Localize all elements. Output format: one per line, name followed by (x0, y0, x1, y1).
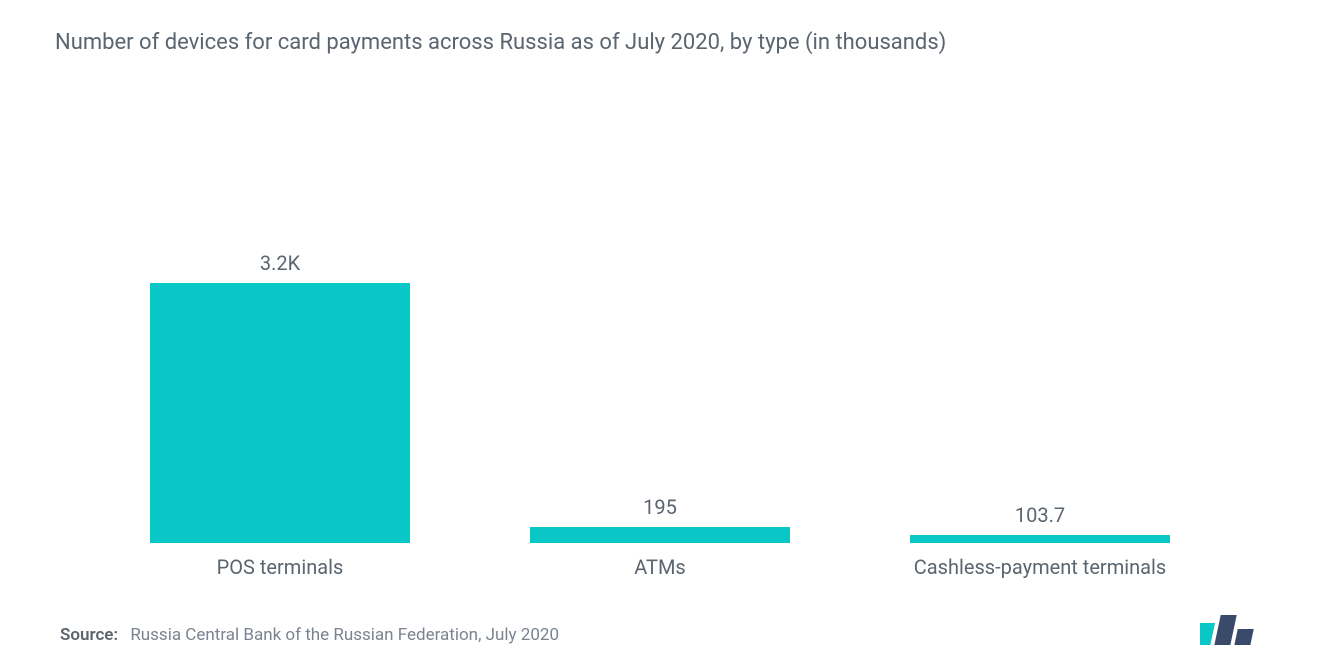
bar-value: 103.7 (1015, 503, 1065, 527)
bar (530, 527, 790, 543)
bar-label: Cashless-payment terminals (914, 555, 1166, 579)
bar (150, 283, 410, 543)
bar-group-0: 3.2K POS terminals (109, 251, 451, 579)
bar-value: 195 (643, 495, 677, 519)
bar (910, 535, 1170, 543)
chart-container: Number of devices for card payments acro… (0, 0, 1320, 665)
chart-title: Number of devices for card payments acro… (50, 30, 1270, 55)
brand-logo-icon (1200, 609, 1260, 645)
source-label: Source: (60, 625, 118, 645)
plot-area: 3.2K POS terminals 195 ATMs 103.7 Cashle… (50, 65, 1270, 589)
bar-group-2: 103.7 Cashless-payment terminals (869, 503, 1211, 579)
source-text: Source: Russia Central Bank of the Russi… (60, 625, 559, 645)
bar-label: POS terminals (217, 555, 344, 579)
source-value: Russia Central Bank of the Russian Feder… (130, 625, 559, 645)
chart-footer: Source: Russia Central Bank of the Russi… (50, 589, 1270, 645)
bar-label: ATMs (634, 555, 686, 579)
bar-value: 3.2K (260, 251, 300, 275)
bar-group-1: 195 ATMs (489, 495, 831, 579)
